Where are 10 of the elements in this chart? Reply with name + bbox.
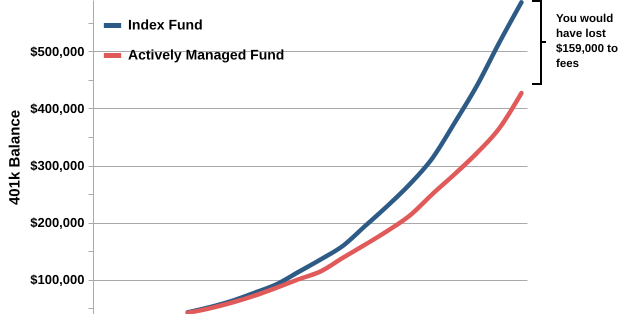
y-tick-label: $300,000 [30, 158, 84, 174]
line-series [185, 90, 524, 314]
y-axis-title: 401k Balance [6, 110, 24, 206]
text: You would have lost $159,000 to fees [556, 12, 620, 72]
y-tick-label: $200,000 [30, 215, 84, 230]
y-tick-label: $500,000 [30, 44, 84, 59]
y-tick-label: $100,000 [30, 272, 84, 288]
legend-label: Index Fund [128, 16, 203, 32]
legend-label: Actively Managed Fund [128, 46, 284, 62]
y-tick-label: $400,000 [30, 100, 84, 116]
